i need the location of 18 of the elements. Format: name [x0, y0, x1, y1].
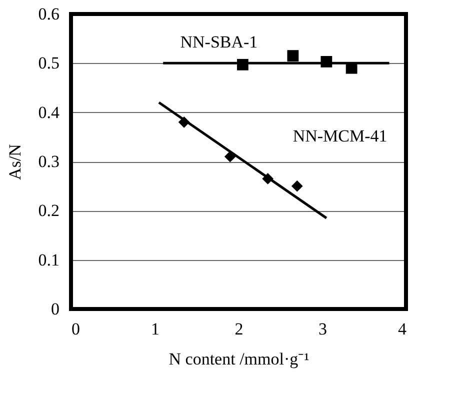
x-tick-label: 4 — [398, 320, 407, 338]
series-label: NN-SBA-1 — [180, 32, 258, 52]
point — [291, 180, 303, 192]
y-tick-label: 0 — [51, 300, 60, 318]
x-tick-label: 3 — [318, 320, 327, 338]
y-axis-title: As/N — [5, 144, 24, 180]
y-tick-label: 0.5 — [38, 54, 60, 73]
y-tick-label: 0.4 — [38, 102, 60, 122]
y-tick-label: 0.2 — [38, 201, 60, 220]
x-tick-label: 1 — [151, 320, 160, 338]
point — [287, 50, 299, 62]
x-tick-label: 2 — [234, 320, 244, 338]
y-tick-label: 0.1 — [38, 250, 60, 270]
text: NN-MCM-41 — [292, 126, 388, 146]
x-axis-title: N content /mmol·g⁻¹ — [168, 350, 310, 368]
y-tick-label: 0.6 — [38, 4, 60, 24]
y-tick-label: 0.3 — [38, 152, 60, 171]
x-tick-label: 0 — [72, 320, 80, 338]
